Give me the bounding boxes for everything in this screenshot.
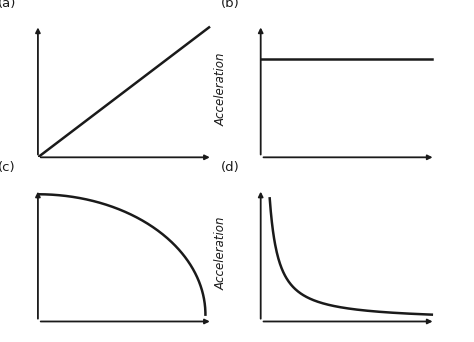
- Text: Acceleration: Acceleration: [215, 216, 228, 290]
- Text: mass (m)→: mass (m)→: [95, 187, 161, 200]
- Text: Acceleration: Acceleration: [215, 52, 228, 126]
- Text: (d): (d): [221, 161, 240, 174]
- Text: (b): (b): [221, 0, 240, 10]
- Text: mass (m)→: mass (m)→: [318, 187, 383, 200]
- Text: (c): (c): [0, 161, 16, 174]
- Text: (a): (a): [0, 0, 17, 10]
- Text: Acceleration: Acceleration: [0, 52, 5, 126]
- Text: Acceleration: Acceleration: [0, 216, 5, 290]
